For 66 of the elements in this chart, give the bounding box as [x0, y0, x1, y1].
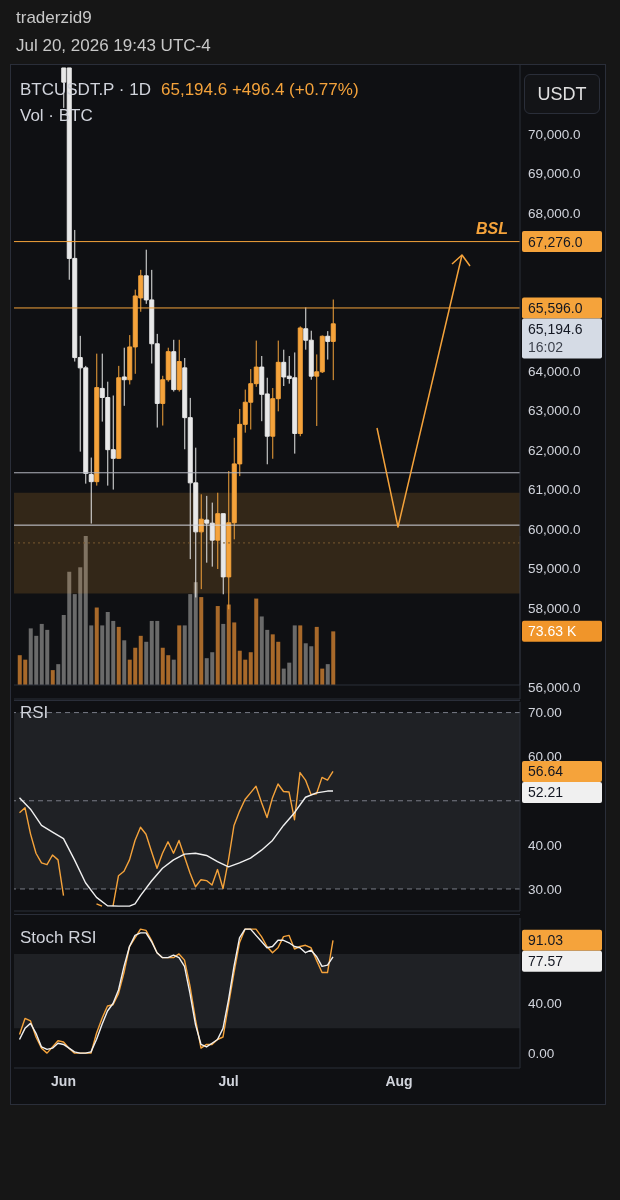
bar: [116, 626, 121, 685]
y-tick-label: 61,000.0: [528, 482, 581, 498]
y-tick-label: 59,000.0: [528, 561, 581, 577]
bar: [193, 582, 198, 685]
bar: [292, 625, 297, 685]
text: 16:02: [528, 339, 564, 356]
y-tick-label: 60.00: [528, 749, 562, 765]
chart-title: RSI: [20, 703, 49, 723]
y-tick-label: 0.00: [528, 1045, 555, 1061]
y-tick-label: 40.00: [528, 837, 562, 853]
x-tick-label: Jun: [51, 1072, 76, 1089]
y-axis-title: USDT: [524, 74, 600, 114]
bar: [138, 635, 143, 685]
bar: [221, 623, 226, 685]
line-series: [18, 928, 334, 1054]
bar: [298, 625, 303, 685]
candlestick: [176, 339, 182, 393]
candlestick: [325, 330, 331, 361]
candlestick: [215, 492, 221, 570]
text: 77.57: [528, 953, 564, 970]
bar: [122, 640, 127, 685]
text: 65,194.6: [528, 320, 583, 337]
bar: [171, 659, 176, 685]
bar: [56, 664, 61, 685]
candlestick: [171, 339, 177, 393]
y-tick-label: 30.00: [528, 881, 562, 897]
bar: [215, 606, 220, 685]
y-tick-label: 70.00: [528, 705, 562, 721]
y-tick-label: 64,000.0: [528, 363, 581, 379]
bar: [50, 670, 55, 685]
y-tick-label: 63,000.0: [528, 403, 581, 419]
text: 65,194.6 +496.4 (+0.77%): [161, 80, 359, 99]
ref-line-label: 65,596.0: [528, 299, 583, 316]
y-tick-label: 58,000.0: [528, 600, 581, 616]
text: Stoch RSI: [20, 928, 97, 948]
bar: [100, 625, 105, 685]
text: traderzid9: [16, 8, 92, 28]
x-tick-label: Jul: [218, 1072, 239, 1089]
bar: [94, 607, 99, 685]
bar: [199, 597, 204, 685]
ref-line-label: 67,276.0: [528, 233, 583, 250]
candlestick: [220, 513, 226, 595]
candlestick: [88, 457, 94, 525]
y-tick-label: 56,000.0: [528, 679, 581, 695]
text: 56.64: [528, 763, 564, 780]
x-tick-label: Aug: [385, 1072, 413, 1089]
candlestick: [116, 365, 122, 459]
y-tick-label: 69,000.0: [528, 166, 581, 182]
candlestick: [297, 325, 303, 437]
y-tick-label: 60,000.0: [528, 521, 581, 537]
bar: [144, 641, 149, 685]
candlestick: [198, 493, 204, 590]
bar: [177, 625, 182, 685]
y-tick-label: 40.00: [528, 996, 562, 1012]
annotation: BSL: [476, 219, 508, 237]
bar: [331, 631, 336, 685]
text: 52.21: [528, 784, 564, 801]
y-tick-label: 62,000.0: [528, 442, 581, 458]
text: 91.03: [528, 932, 564, 949]
y-tick-label: 68,000.0: [528, 205, 581, 221]
text: Jul 20, 2026 19:43 UTC-4: [16, 36, 211, 56]
y-tick-label: 70,000.0: [528, 126, 581, 142]
candlestick: [94, 353, 100, 487]
text: 73.63 K: [528, 623, 577, 640]
bar: [325, 664, 330, 685]
candlestick: [121, 347, 127, 407]
